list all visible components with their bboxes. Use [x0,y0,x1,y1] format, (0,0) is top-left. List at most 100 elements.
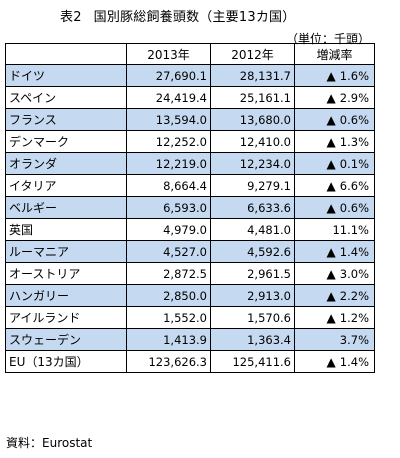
table-row: ハンガリー 2,850.0 2,913.0 ▲ 2.2% [5,284,375,307]
country-name: ハンガリー [5,284,127,307]
change-rate: ▲ 0.6% [294,196,375,219]
value-2012: 12,234.0 [210,152,295,175]
value-2013: 27,690.1 [126,64,211,87]
header-2012: 2012年 [210,43,295,65]
table-caption: 国別豚総飼養頭数（主要13カ国） [93,10,296,25]
table-row: ベルギー 6,593.0 6,633.6 ▲ 0.6% [5,196,375,219]
decrease-triangle-icon: ▲ [326,68,336,83]
value-2013: 4,979.0 [126,218,211,241]
table-row: フランス 13,594.0 13,680.0 ▲ 0.6% [5,108,375,131]
change-rate-value: 1.6% [339,68,369,83]
value-2013: 6,593.0 [126,196,211,219]
value-2012: 28,131.7 [210,64,295,87]
decrease-triangle-icon: ▲ [326,112,336,127]
decrease-triangle-icon: ▲ [326,134,336,149]
value-2012: 6,633.6 [210,196,295,219]
change-rate: ▲ 1.3% [294,130,375,153]
unit-note: （単位：千頭） [285,32,370,46]
table-row: アイルランド 1,552.0 1,570.6 ▲ 1.2% [5,306,375,329]
change-rate: ▲ 2.9% [294,86,375,109]
value-2012: 4,481.0 [210,218,295,241]
value-2013: 1,413.9 [126,328,211,351]
table-row: スウェーデン 1,413.9 1,363.4 3.7% [5,328,375,351]
country-name: アイルランド [5,306,127,329]
country-name: デンマーク [5,130,127,153]
change-rate-value: 1.4% [339,244,369,259]
value-2012: 1,570.6 [210,306,295,329]
value-2013: 24,419.4 [126,86,211,109]
header-change-rate: 増減率 [294,43,375,65]
country-name: フランス [5,108,127,131]
country-name: スペイン [5,86,127,109]
source-note: 資料：Eurostat [6,436,93,450]
decrease-triangle-icon: ▲ [326,244,336,259]
country-name: 英国 [5,218,127,241]
decrease-triangle-icon: ▲ [326,310,336,325]
change-rate-value: 1.3% [339,134,369,149]
value-2012: 4,592.6 [210,240,295,263]
table-title: 表2 国別豚総飼養頭数（主要13カ国） [60,6,295,25]
change-rate: ▲ 1.4% [294,350,375,373]
table-row: 英国 4,979.0 4,481.0 11.1% [5,218,375,241]
country-name: EU（13カ国） [5,350,127,373]
value-2012: 2,913.0 [210,284,295,307]
table-row: ルーマニア 4,527.0 4,592.6 ▲ 1.4% [5,240,375,263]
value-2013: 2,850.0 [126,284,211,307]
change-rate-value: 1.2% [339,310,369,325]
decrease-triangle-icon: ▲ [326,178,336,193]
change-rate-value: 6.6% [339,178,369,193]
table-row: イタリア 8,664.4 9,279.1 ▲ 6.6% [5,174,375,197]
change-rate-value: 0.1% [339,156,369,171]
value-2012: 125,411.6 [210,350,295,373]
header-country [5,43,127,65]
value-2013: 8,664.4 [126,174,211,197]
value-2013: 1,552.0 [126,306,211,329]
country-name: ルーマニア [5,240,127,263]
value-2013: 13,594.0 [126,108,211,131]
value-2012: 2,961.5 [210,262,295,285]
pig-population-table: 2013年 2012年 増減率 ドイツ 27,690.1 28,131.7 ▲ 1… [5,43,375,373]
change-rate: ▲ 6.6% [294,174,375,197]
country-name: スウェーデン [5,328,127,351]
header-2013: 2013年 [126,43,211,65]
value-2012: 1,363.4 [210,328,295,351]
change-rate-value: 0.6% [339,200,369,215]
value-2012: 25,161.1 [210,86,295,109]
change-rate: 3.7% [294,328,375,351]
decrease-triangle-icon: ▲ [326,266,336,281]
decrease-triangle-icon: ▲ [326,156,336,171]
change-rate-value: 0.6% [339,112,369,127]
value-2013: 12,219.0 [126,152,211,175]
change-rate-value: 1.4% [339,354,369,369]
country-name: ベルギー [5,196,127,219]
decrease-triangle-icon: ▲ [326,200,336,215]
decrease-triangle-icon: ▲ [326,354,336,369]
value-2012: 12,410.0 [210,130,295,153]
decrease-triangle-icon: ▲ [326,288,336,303]
country-name: オランダ [5,152,127,175]
table-row: ドイツ 27,690.1 28,131.7 ▲ 1.6% [5,64,375,87]
change-rate: ▲ 1.2% [294,306,375,329]
value-2013: 2,872.5 [126,262,211,285]
change-rate-value: 2.9% [339,90,369,105]
value-2012: 13,680.0 [210,108,295,131]
change-rate-value: 11.1% [332,222,369,237]
change-rate-value: 3.0% [339,266,369,281]
change-rate: ▲ 1.4% [294,240,375,263]
value-2013: 12,252.0 [126,130,211,153]
table-row: デンマーク 12,252.0 12,410.0 ▲ 1.3% [5,130,375,153]
table-row: スペイン 24,419.4 25,161.1 ▲ 2.9% [5,86,375,109]
table-row: オーストリア 2,872.5 2,961.5 ▲ 3.0% [5,262,375,285]
country-name: イタリア [5,174,127,197]
change-rate: 11.1% [294,218,375,241]
value-2013: 4,527.0 [126,240,211,263]
table-row: オランダ 12,219.0 12,234.0 ▲ 0.1% [5,152,375,175]
header-row: 2013年 2012年 増減率 [5,43,375,65]
change-rate: ▲ 2.2% [294,284,375,307]
change-rate-value: 2.2% [339,288,369,303]
total-row: EU（13カ国） 123,626.3 125,411.6 ▲ 1.4% [5,350,375,373]
table-number: 表2 [60,10,82,25]
country-name: オーストリア [5,262,127,285]
change-rate: ▲ 0.1% [294,152,375,175]
change-rate-value: 3.7% [339,332,369,347]
